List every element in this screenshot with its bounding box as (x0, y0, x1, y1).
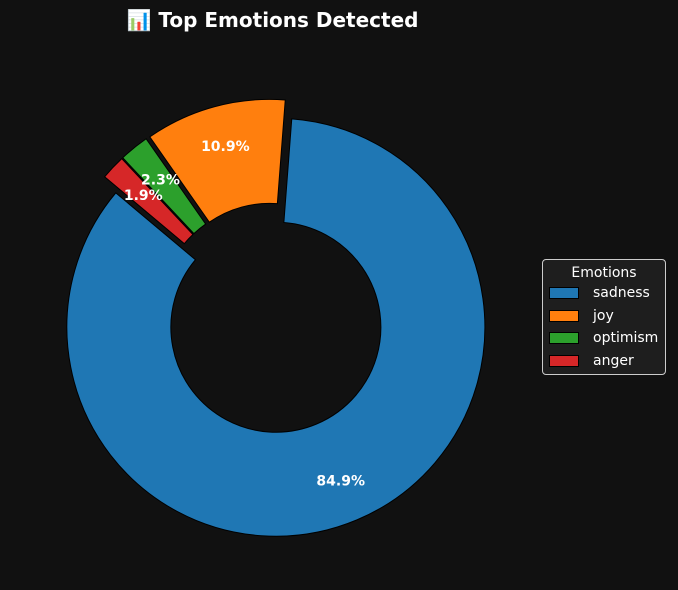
legend-swatch-joy (549, 309, 579, 322)
slice-anger (103, 157, 194, 245)
legend-item-joy: joy (543, 305, 665, 328)
legend-items: sadness joy optimism anger (543, 282, 665, 372)
slice-label-sadness: 84.9% (316, 473, 365, 489)
legend-title: Emotions (571, 265, 637, 281)
slices-group (66, 98, 486, 537)
legend-swatch-sadness (549, 287, 579, 300)
legend-label-optimism: optimism (593, 330, 659, 347)
legend-swatch-optimism (549, 332, 579, 345)
slice-label-optimism: 2.3% (141, 172, 180, 188)
legend: Emotions sadness joy optimism anger (542, 259, 666, 375)
legend-swatch-anger (549, 354, 579, 367)
slice-sadness (66, 118, 486, 537)
slice-label-joy: 10.9% (201, 139, 250, 155)
slice-optimism (122, 138, 207, 235)
chart-title: 📊 Top Emotions Detected (126, 8, 419, 32)
slice-labels-group: 84.9% 10.9% 2.3%1.9% (124, 139, 365, 489)
legend-label-sadness: sadness (593, 285, 650, 302)
legend-item-anger: anger (543, 350, 665, 373)
legend-label-anger: anger (593, 352, 634, 369)
legend-item-optimism: optimism (543, 327, 665, 350)
slice-label-anger: 1.9% (124, 188, 163, 204)
slice-joy (149, 98, 286, 223)
legend-item-sadness: sadness (543, 282, 665, 305)
legend-label-joy: joy (593, 307, 614, 324)
